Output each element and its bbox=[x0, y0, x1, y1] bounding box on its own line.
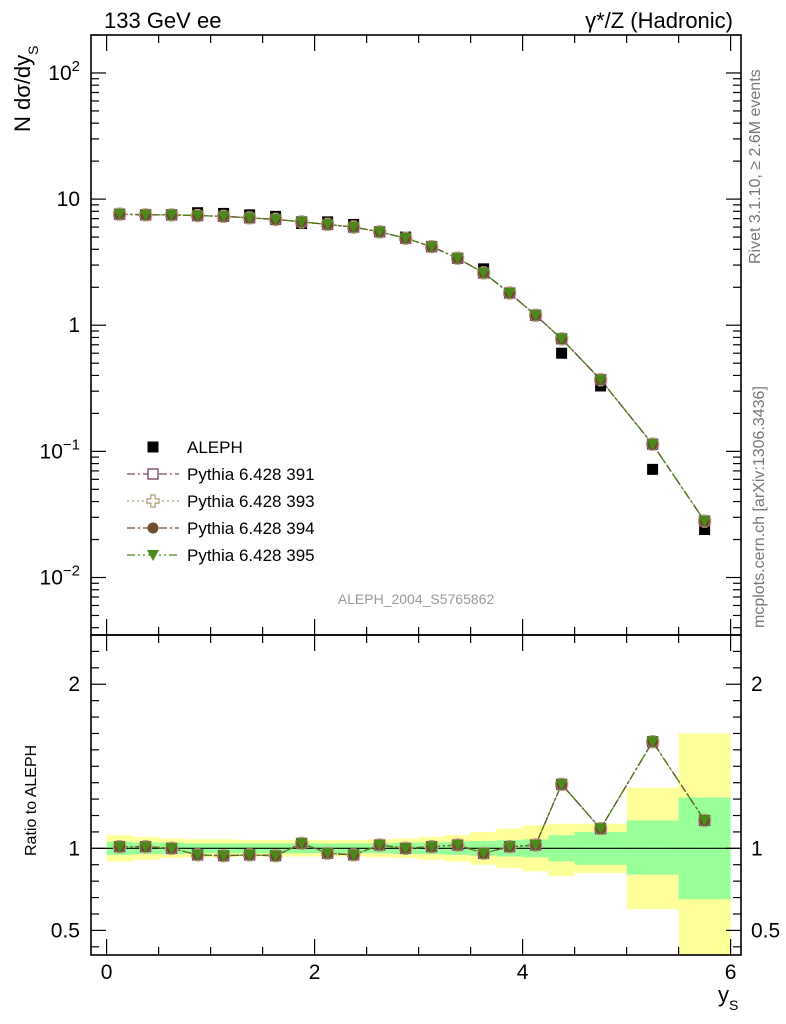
ratio-ytick-label-right-0: 0.5 bbox=[751, 919, 780, 942]
ratio-xlabel: yS bbox=[718, 982, 738, 1013]
main-frame bbox=[90, 34, 742, 636]
legend-label-p394: Pythia 6.428 394 bbox=[187, 519, 315, 538]
main-point-p395 bbox=[321, 219, 334, 231]
ratio-xtick-label-0: 0 bbox=[101, 961, 113, 984]
ratio-point-p395 bbox=[646, 736, 659, 748]
ratio-point-p395 bbox=[347, 849, 360, 861]
ratio-ytick-label-left-0: 0.5 bbox=[51, 919, 80, 942]
legend-marker-p391 bbox=[147, 468, 159, 480]
main-point-data bbox=[647, 463, 659, 475]
legend-label-data: ALEPH bbox=[187, 438, 243, 457]
ratio-point-p395 bbox=[698, 815, 711, 827]
ratio-xtick-label-3: 6 bbox=[725, 961, 737, 984]
legend-label-p393: Pythia 6.428 393 bbox=[187, 492, 315, 511]
ratio-xlabel-main: y bbox=[718, 982, 729, 1007]
main-point-p395 bbox=[646, 439, 659, 451]
ratio-ylabel: Ratio to ALEPH bbox=[23, 745, 40, 856]
main-point-data bbox=[556, 347, 568, 359]
ratio-series-layer bbox=[112, 735, 712, 863]
ratio-point-p395 bbox=[451, 840, 464, 852]
legend-label-p395: Pythia 6.428 395 bbox=[187, 546, 315, 565]
main-point-p395 bbox=[217, 211, 230, 223]
ratio-panel: 0.5 0.5 1 1 2 2 0 2 4 6 Ratio to ALEPH yS bbox=[23, 634, 780, 1013]
main-ylabel-sub: S bbox=[25, 45, 41, 54]
legend-marker-p394 bbox=[147, 522, 159, 534]
ratio-point-p395 bbox=[165, 843, 178, 855]
ratio-point-p395 bbox=[529, 840, 542, 852]
main-point-p395 bbox=[425, 241, 438, 253]
main-series-layer bbox=[112, 207, 712, 536]
ratio-point-p395 bbox=[139, 841, 152, 853]
main-point-p395 bbox=[295, 216, 308, 228]
main-panel: 10−2 10−1 1 10 102 ALEPH_2004_S5765862 N dσ/… bbox=[10, 34, 742, 636]
ratio-point-p395 bbox=[243, 849, 256, 861]
main-point-p395 bbox=[555, 333, 568, 345]
rivet-label: Rivet 3.1.10, ≥ 2.6M events bbox=[747, 69, 764, 264]
ratio-point-p395 bbox=[503, 841, 516, 853]
main-point-p395 bbox=[451, 253, 464, 265]
ratio-point-p395 bbox=[321, 848, 334, 860]
main-ytick-label-4: 102 bbox=[48, 58, 80, 85]
ratio-ytick-label-right-2: 2 bbox=[751, 673, 763, 696]
ratio-point-p395 bbox=[425, 841, 438, 853]
main-ticks: 10−2 10−1 1 10 102 bbox=[40, 34, 741, 635]
main-point-p395 bbox=[243, 212, 256, 224]
ratio-ytick-label-left-1: 1 bbox=[68, 837, 80, 860]
legend-label-p391: Pythia 6.428 391 bbox=[187, 465, 315, 484]
ratio-ticks: 0.5 0.5 1 1 2 2 0 2 4 6 bbox=[51, 635, 780, 984]
header-left: 133 GeV ee bbox=[104, 8, 221, 33]
header-right: γ*/Z (Hadronic) bbox=[585, 8, 733, 33]
ratio-point-p395 bbox=[269, 850, 282, 862]
main-point-p395 bbox=[113, 209, 126, 221]
main-point-data bbox=[699, 524, 711, 536]
legend: ALEPH Pythia 6.428 391 Pythia 6.428 393 Pyt… bbox=[127, 438, 315, 565]
ratio-bands bbox=[106, 733, 731, 955]
ratio-point-p395 bbox=[113, 841, 126, 853]
ratio-point-p395 bbox=[594, 823, 607, 835]
main-line-p395 bbox=[119, 213, 706, 522]
ratio-point-p395 bbox=[373, 840, 386, 852]
main-point-p395 bbox=[698, 516, 711, 528]
legend-marker-p395 bbox=[147, 550, 159, 561]
mcplots-label: mcplots.cern.ch [arXiv:1306.3436] bbox=[751, 386, 768, 628]
ratio-xlabel-sub: S bbox=[729, 997, 738, 1013]
ratio-band-inner bbox=[626, 820, 679, 875]
ratio-frame bbox=[90, 634, 742, 956]
main-point-p395 bbox=[269, 214, 282, 226]
ratio-xtick-label-2: 4 bbox=[517, 961, 529, 984]
ratio-ytick-label-left-2: 2 bbox=[68, 673, 80, 696]
main-point-p395 bbox=[191, 210, 204, 222]
ratio-point-p395 bbox=[295, 838, 308, 850]
main-ylabel: N dσ/dyS bbox=[10, 45, 41, 132]
ratio-line-p395 bbox=[119, 740, 706, 857]
ratio-point-p395 bbox=[399, 843, 412, 855]
main-ytick-label-1: 10−1 bbox=[40, 436, 80, 463]
legend-marker-p393 bbox=[146, 494, 160, 508]
main-ytick-label-3: 10 bbox=[57, 188, 80, 211]
main-point-p395 bbox=[399, 233, 412, 245]
main-point-p395 bbox=[347, 222, 360, 234]
watermark: ALEPH_2004_S5765862 bbox=[338, 591, 495, 607]
main-ytick-label-0: 10−2 bbox=[40, 562, 80, 589]
main-point-p395 bbox=[529, 310, 542, 322]
main-point-p395 bbox=[503, 288, 516, 300]
main-ylabel-main: N dσ/dy bbox=[10, 55, 35, 132]
ratio-xtick-label-1: 2 bbox=[309, 961, 321, 984]
main-point-p395 bbox=[165, 209, 178, 221]
main-point-p395 bbox=[139, 209, 152, 221]
main-point-p395 bbox=[373, 226, 386, 238]
legend-marker-data bbox=[147, 441, 159, 453]
main-ytick-label-2: 1 bbox=[68, 314, 80, 337]
main-point-p395 bbox=[477, 267, 490, 279]
ratio-point-p395 bbox=[477, 848, 490, 860]
ratio-ytick-label-right-1: 1 bbox=[751, 837, 763, 860]
main-point-p395 bbox=[594, 374, 607, 386]
ratio-point-p395 bbox=[555, 779, 568, 791]
ratio-point-p395 bbox=[217, 850, 230, 862]
ratio-point-p395 bbox=[191, 849, 204, 861]
